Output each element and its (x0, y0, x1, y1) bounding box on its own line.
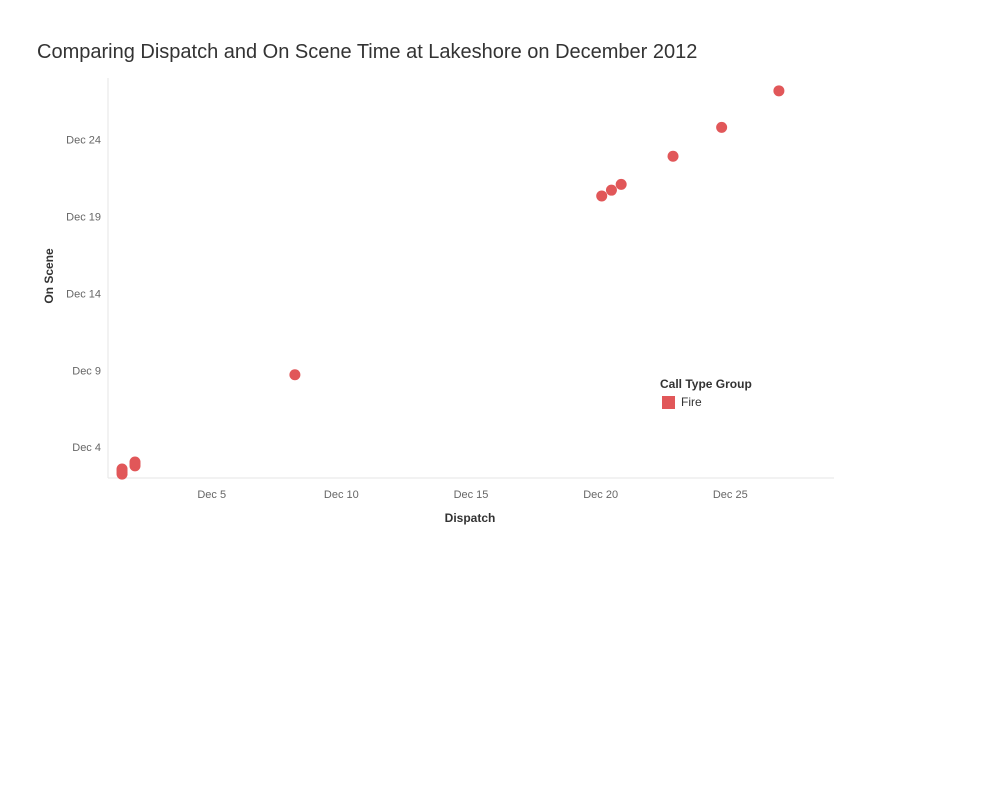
y-axis-title: On Scene (42, 248, 56, 304)
legend: Call Type Group Fire (660, 377, 752, 409)
data-point[interactable] (667, 150, 679, 162)
legend-item-fire[interactable]: Fire (662, 395, 752, 409)
data-point[interactable] (773, 85, 785, 97)
scatter-plot: Dec 5 Dec 10 Dec 15 Dec 20 Dec 25 Dec 4 Dec 9… (42, 78, 834, 525)
y-tick-label: Dec 4 (72, 442, 101, 454)
data-point[interactable] (116, 463, 128, 475)
y-ticks-layer: Dec 4 Dec 9 Dec 14 Dec 19 Dec 24 (66, 135, 101, 455)
x-tick-label: Dec 25 (713, 489, 748, 501)
x-tick-label: Dec 5 (197, 489, 226, 501)
axes-layer (107, 78, 834, 479)
points-layer (116, 85, 785, 480)
y-tick-label: Dec 14 (66, 288, 101, 300)
data-point[interactable] (596, 190, 608, 202)
x-tick-label: Dec 20 (583, 489, 618, 501)
data-point[interactable] (289, 369, 301, 381)
x-tick-label: Dec 10 (324, 489, 359, 501)
y-tick-label: Dec 9 (72, 365, 101, 377)
data-point[interactable] (615, 178, 627, 190)
data-point[interactable] (716, 121, 728, 133)
chart-title: Comparing Dispatch and On Scene Time at … (37, 41, 698, 63)
legend-swatch-fire (662, 395, 675, 409)
y-tick-label: Dec 24 (66, 135, 101, 147)
data-point[interactable] (129, 456, 141, 468)
legend-title: Call Type Group (660, 377, 752, 391)
x-axis-title: Dispatch (445, 511, 496, 525)
x-ticks-layer: Dec 5 Dec 10 Dec 15 Dec 20 Dec 25 (197, 489, 747, 501)
y-tick-label: Dec 19 (66, 211, 101, 223)
data-point[interactable] (605, 184, 617, 196)
x-tick-label: Dec 15 (454, 489, 489, 501)
legend-label-fire: Fire (681, 395, 702, 409)
